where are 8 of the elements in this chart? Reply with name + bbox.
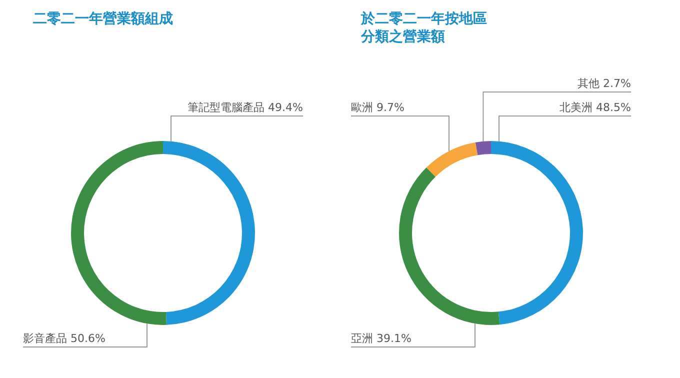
slice-label: 亞洲 39.1% bbox=[351, 332, 412, 345]
slice-label: 影音產品 50.6% bbox=[23, 332, 106, 345]
slice-label: 其他 2.7% bbox=[578, 77, 631, 90]
slice-label: 北美洲 48.5% bbox=[560, 101, 631, 114]
slice-label: 筆記型電腦產品 49.4% bbox=[188, 101, 303, 114]
slice-label: 歐洲 9.7% bbox=[351, 101, 404, 114]
chart-title: 二零二一年營業額組成 bbox=[33, 10, 174, 28]
chart-title: 於二零二一年按地區分類之營業額 bbox=[361, 10, 488, 46]
